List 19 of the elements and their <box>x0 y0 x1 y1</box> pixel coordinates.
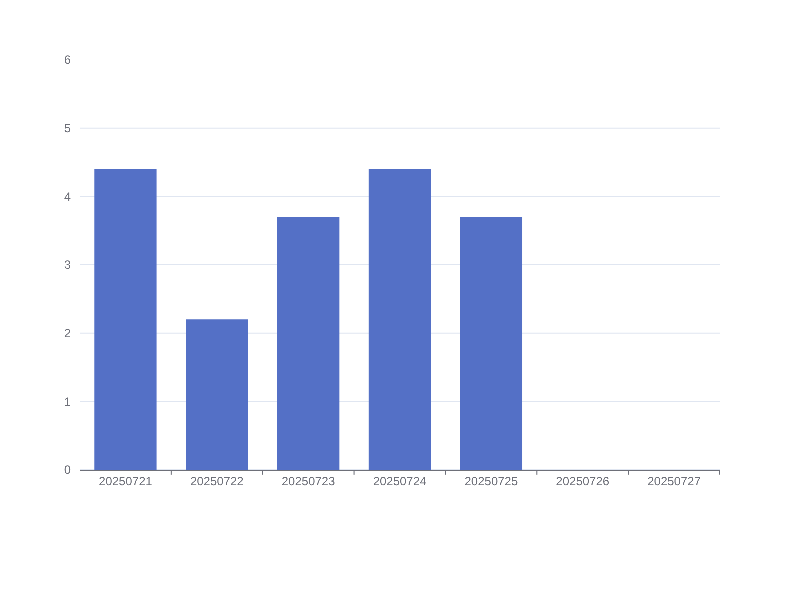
bar <box>186 320 248 470</box>
x-tick-label: 20250727 <box>648 474 702 488</box>
x-tick-label: 20250726 <box>556 474 610 488</box>
y-tick-label: 3 <box>64 258 72 272</box>
x-tick-label: 20250724 <box>373 474 428 488</box>
bar <box>460 217 523 470</box>
x-tick-label: 20250721 <box>99 474 153 488</box>
bar <box>368 169 432 470</box>
y-tick-label: 5 <box>64 122 72 136</box>
bar <box>277 217 340 470</box>
y-tick-label: 2 <box>64 326 72 341</box>
x-tick-label: 20250722 <box>190 474 244 488</box>
y-tick-label: 0 <box>64 463 72 478</box>
bar <box>94 169 157 470</box>
x-tick-label: 20250725 <box>464 474 518 488</box>
x-tick-label: 20250723 <box>282 474 336 488</box>
y-tick-label: 6 <box>64 53 72 68</box>
y-tick-label: 4 <box>64 190 72 204</box>
y-tick-label: 1 <box>64 394 72 409</box>
